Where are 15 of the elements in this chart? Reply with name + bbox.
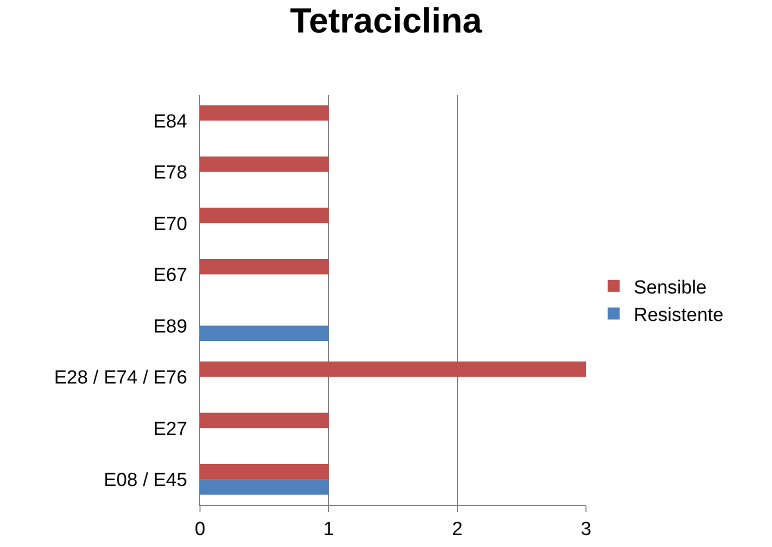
y-tick-label: E70 [153, 214, 188, 235]
y-tick-label: E28 / E74 / E76 [54, 368, 188, 389]
y-tick-label: E84 [153, 111, 188, 132]
x-tick-label: 0 [194, 518, 206, 540]
y-tick-label: E67 [153, 265, 188, 286]
y-tick-label: E27 [153, 418, 188, 440]
y-tick-label: E78 [153, 162, 188, 184]
y-tick-label: E89 [153, 316, 188, 338]
x-tick-label: 2 [452, 518, 463, 540]
y-tick-label: E08 / E45 [104, 470, 188, 492]
x-tick-label: 3 [580, 518, 592, 540]
chart-title: Tetraciclina [290, 2, 482, 41]
x-tick-label: 1 [323, 518, 334, 540]
legend-label: Resistente [634, 304, 724, 326]
legend-label: Sensible [634, 277, 707, 298]
